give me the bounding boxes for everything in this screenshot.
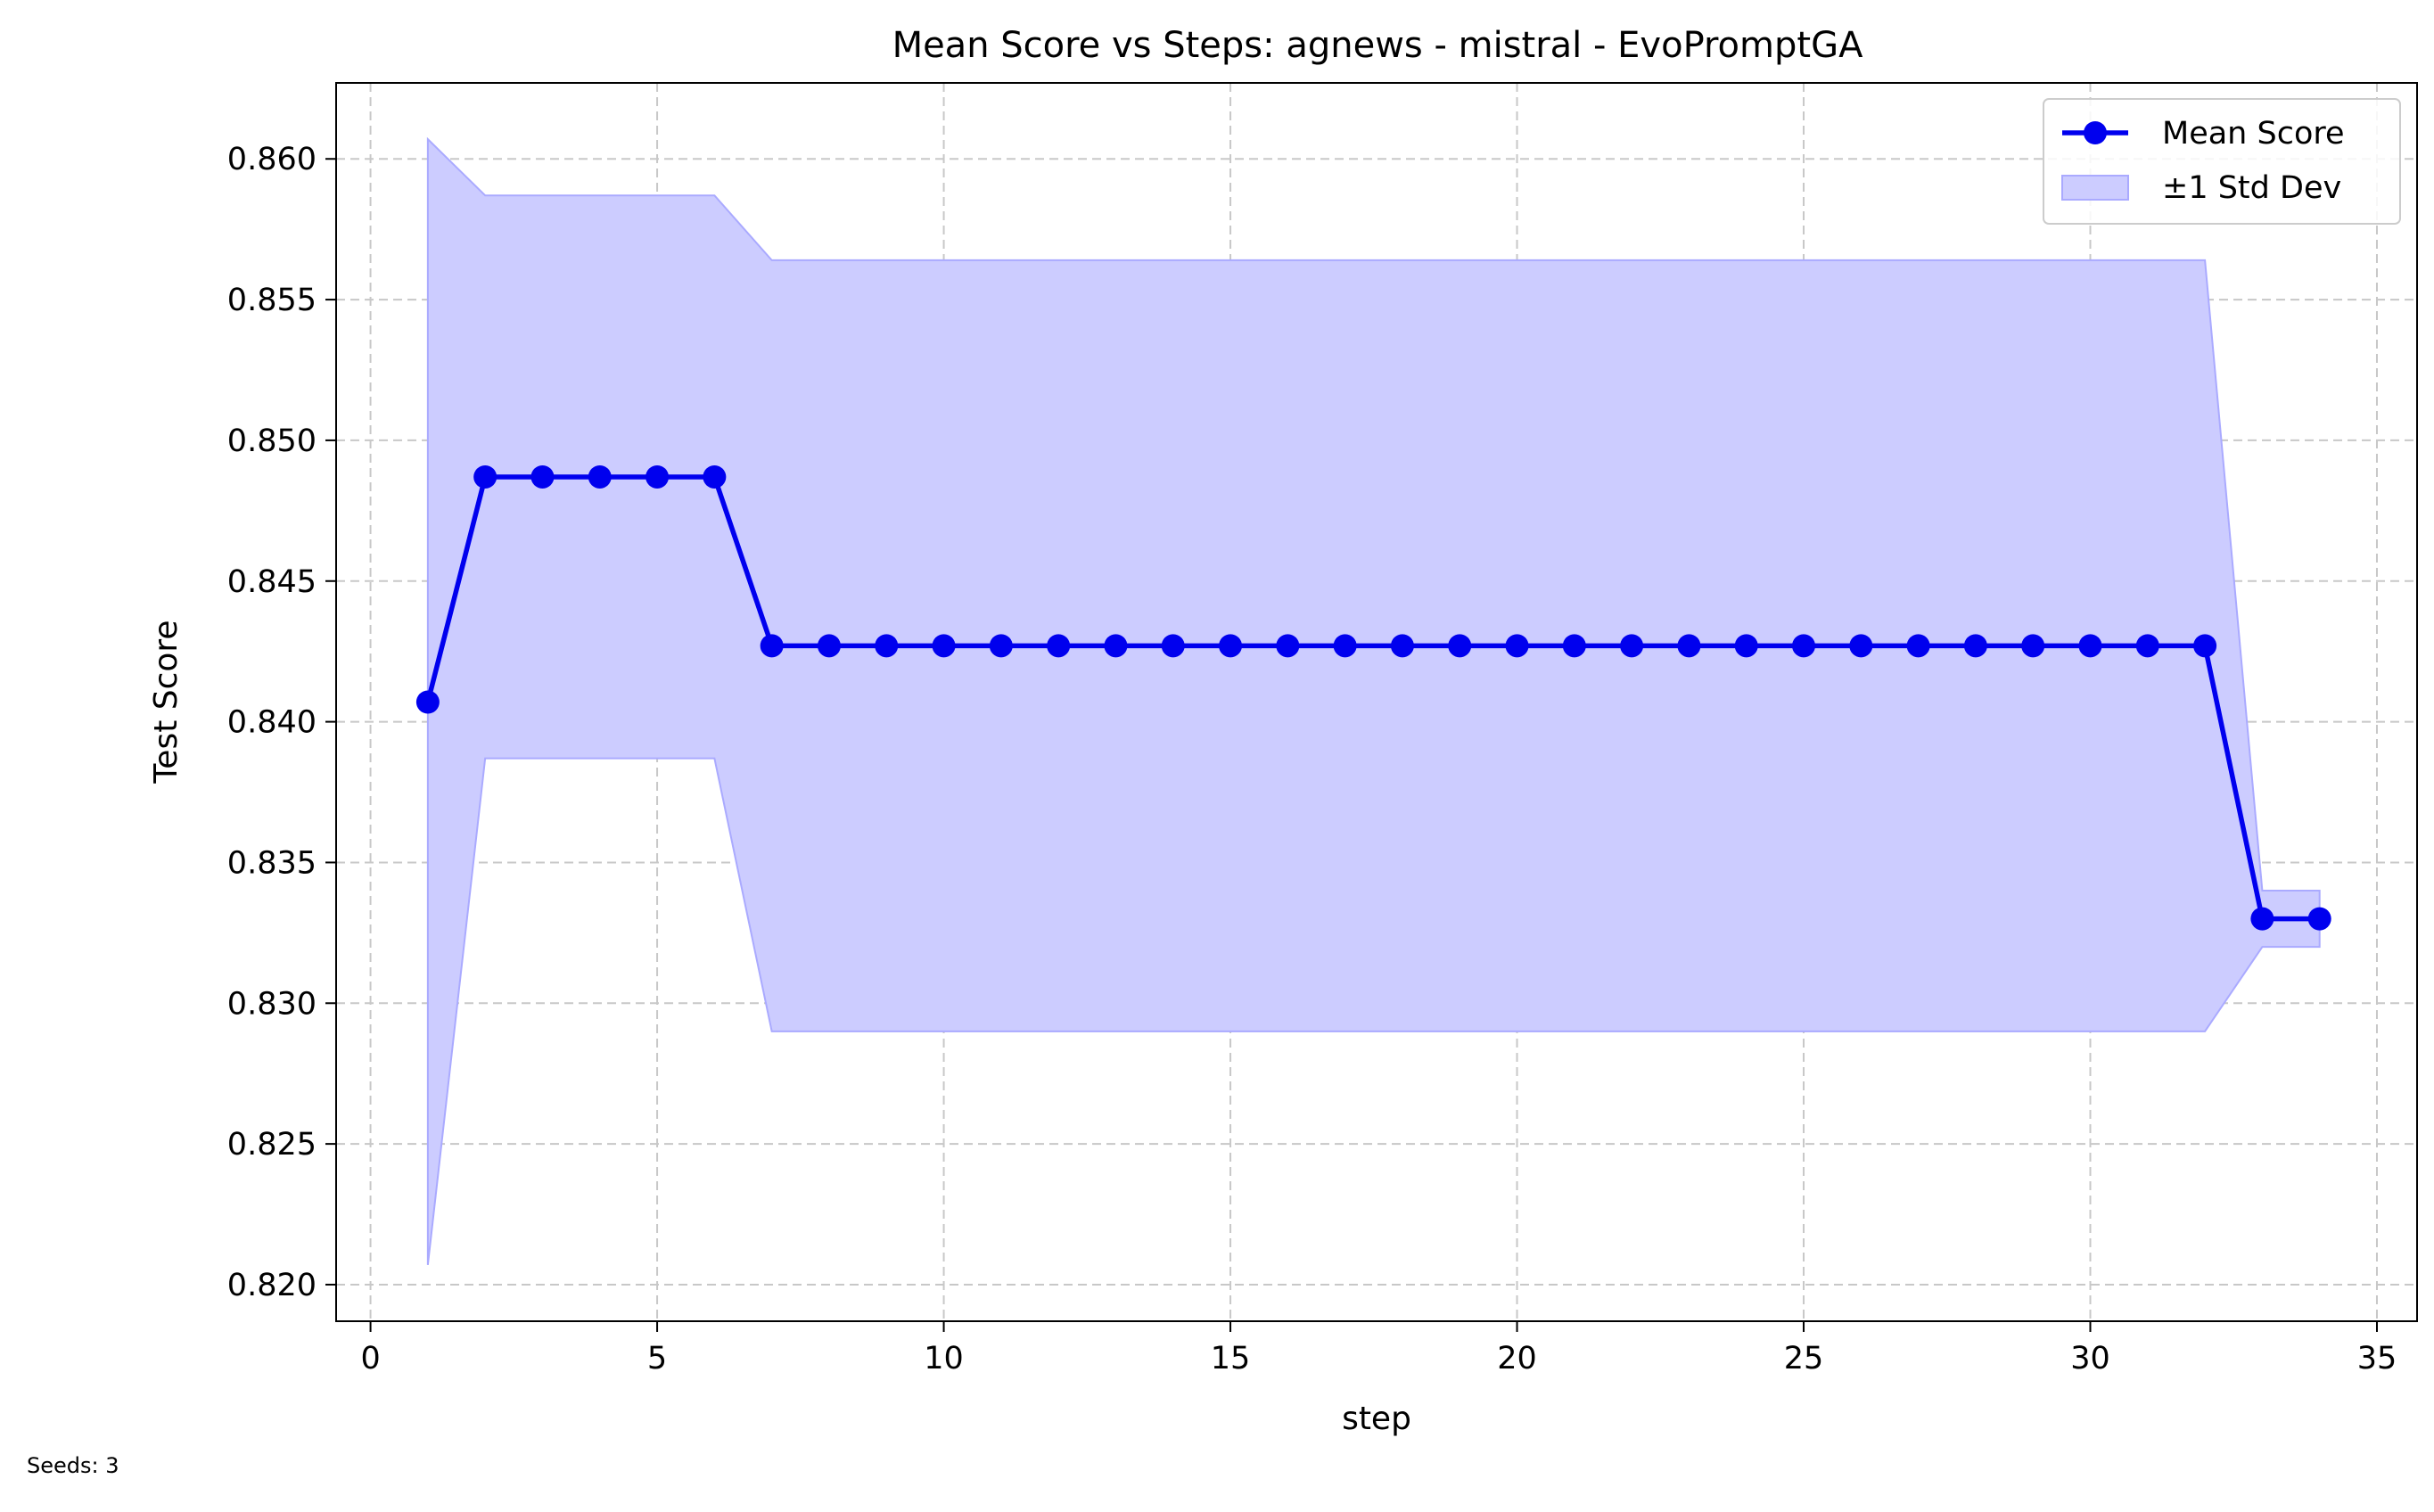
mean-score-point [2193,634,2217,658]
y-axis-label: Test Score [148,620,185,784]
y-axis-ticks: 0.820 0.825 0.830 0.835 0.840 0.845 0.850 0.855… [227,142,336,1303]
mean-score-point [1562,634,1586,658]
mean-score-point [1505,634,1529,658]
x-axis-label: step [1342,1401,1411,1437]
mean-score-point [760,634,784,658]
mean-score-point [415,690,440,714]
mean-score-point [932,634,956,658]
x-axis-ticks: 0 5 10 15 20 25 30 35 [360,1321,2397,1376]
legend-std-dev-swatch [2061,175,2129,201]
y-tick-label: 0.840 [227,705,317,741]
mean-score-point [473,464,497,489]
mean-score-point [530,464,555,489]
mean-score-point [2078,634,2102,658]
mean-score-point [875,634,899,658]
seeds-footnote: Seeds: 3 [27,1453,119,1478]
mean-score-point [703,464,727,489]
mean-score-point [1219,634,1243,658]
mean-score-point [1963,634,1987,658]
legend-mean-score-marker [2084,121,2107,144]
x-tick-label: 30 [2070,1341,2110,1376]
mean-score-point [2021,634,2045,658]
x-tick-label: 35 [2357,1341,2397,1376]
legend-std-dev-label: ±1 Std Dev [2162,170,2341,206]
y-tick-label: 0.850 [227,423,317,459]
mean-score-point [1906,634,1930,658]
mean-score-point [1047,634,1071,658]
mean-score-point [1448,634,1472,658]
x-tick-label: 15 [1211,1341,1251,1376]
mean-score-point [1620,634,1644,658]
y-tick-label: 0.825 [227,1127,317,1163]
mean-score-point [588,464,612,489]
legend-mean-score-label: Mean Score [2162,116,2345,152]
mean-score-point [2135,634,2159,658]
std-dev-band [426,136,2321,1265]
mean-score-point [1390,634,1414,658]
y-tick-label: 0.855 [227,283,317,318]
mean-score-point [1677,634,1701,658]
mean-score-point [1333,634,1357,658]
mean-score-point [1276,634,1300,658]
y-tick-label: 0.830 [227,986,317,1022]
mean-score-points [415,464,2331,931]
mean-score-point [1161,634,1185,658]
y-tick-label: 0.860 [227,142,317,177]
mean-score-point [1734,634,1758,658]
x-tick-label: 25 [1784,1341,1824,1376]
x-tick-label: 0 [360,1341,380,1376]
x-tick-label: 10 [924,1341,964,1376]
mean-score-point [989,634,1013,658]
mean-score-point [646,464,670,489]
mean-score-point [2250,907,2274,931]
y-tick-label: 0.835 [227,845,317,881]
y-tick-label: 0.845 [227,564,317,600]
plot-frame [335,82,2418,1322]
mean-score-point [1104,634,1128,658]
mean-score-point [2307,907,2331,931]
mean-score-line [425,474,2320,922]
x-tick-label: 5 [647,1341,667,1376]
mean-score-point [1792,634,1816,658]
mean-score-point [1849,634,1873,658]
legend: Mean Score ±1 Std Dev [2043,98,2401,225]
chart-title: Mean Score vs Steps: agnews - mistral - … [892,25,1864,66]
mean-score-point [817,634,841,658]
y-tick-label: 0.820 [227,1268,317,1303]
legend-box [2043,98,2401,225]
x-tick-label: 20 [1497,1341,1537,1376]
